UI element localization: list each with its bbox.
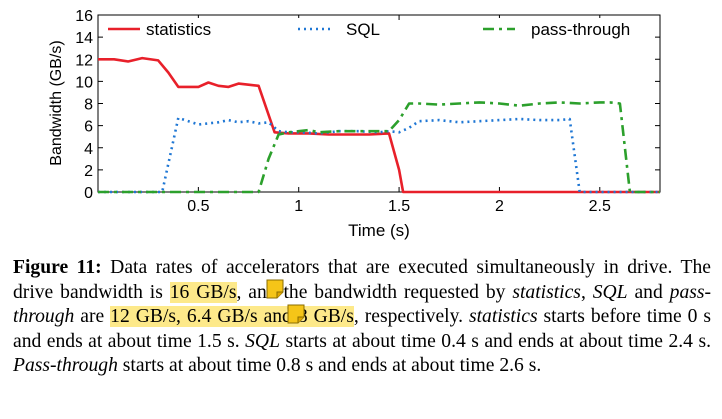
legend-label-statistics: statistics xyxy=(146,20,211,39)
y-tick-label: 4 xyxy=(84,141,93,158)
legend-background xyxy=(294,18,379,40)
y-tick-label: 16 xyxy=(75,8,93,25)
caption-text: , and the bandwidth requested by xyxy=(236,281,513,303)
caption-highlight-requested-bandwidth: 12 GB/s, 6.4 GB/s and 8 GB/s xyxy=(110,306,354,328)
caption-highlight-drive-bandwidth: 16 GB/s xyxy=(169,281,237,303)
y-tick-label: 10 xyxy=(75,74,93,91)
caption-emphasis: statistics xyxy=(512,281,581,303)
caption-emphasis: Pass-through xyxy=(13,355,118,377)
x-tick-label: 1.5 xyxy=(388,198,410,215)
y-axis-label: Bandwidth (GB/s) xyxy=(48,40,65,165)
series-line-statistics xyxy=(98,56,660,194)
caption-emphasis: statistics xyxy=(468,306,538,328)
y-tick-label: 12 xyxy=(75,52,93,69)
axis-ticks: 0 2 4 6 8 10 12 14 16 0.5 1 1.5 2 2.5 xyxy=(75,8,660,215)
series-line-SQL xyxy=(98,116,660,194)
caption-text: starts at about time 0.8 s and ends at a… xyxy=(117,355,542,377)
legend-background xyxy=(479,18,649,40)
caption-text: are xyxy=(74,306,111,328)
caption-text: , respectively. xyxy=(353,306,469,328)
legend-label-pass-through: pass-through xyxy=(531,20,630,39)
series-line-pass-through xyxy=(98,101,660,194)
figure-caption: Figure 11: Data rates of accelerators th… xyxy=(13,256,711,379)
caption-text: and xyxy=(627,281,670,303)
caption-text: starts before time 0 s and ends at about… xyxy=(13,306,712,352)
bandwidth-chart: 0 2 4 6 8 10 12 14 16 0.5 1 1.5 2 2.5 statistics SQL pa… xyxy=(48,8,661,240)
caption-emphasis: pass-through xyxy=(13,281,712,328)
x-tick-label: 2 xyxy=(495,198,504,215)
y-tick-label: 14 xyxy=(75,30,93,47)
legend: statistics SQL pass-through xyxy=(104,18,649,40)
caption-text: , xyxy=(580,281,593,303)
x-tick-label: 0.5 xyxy=(187,198,209,215)
y-tick-label: 6 xyxy=(84,119,93,136)
y-tick-label: 8 xyxy=(84,97,93,114)
y-tick-label: 0 xyxy=(84,185,93,202)
y-tick-label: 2 xyxy=(84,163,93,180)
caption-text: Data rates of accelerators that are exec… xyxy=(13,257,711,303)
legend-label-SQL: SQL xyxy=(346,20,380,39)
comment-note-icon[interactable] xyxy=(266,279,286,301)
legend-background xyxy=(104,18,245,40)
comment-note-icon[interactable] xyxy=(287,304,307,326)
caption-emphasis: SQL xyxy=(592,281,628,303)
x-tick-label: 1 xyxy=(294,198,303,215)
x-axis-label: Time (s) xyxy=(348,221,410,240)
caption-emphasis: SQL xyxy=(245,330,280,352)
series-lines xyxy=(98,56,660,194)
caption-text: starts at about time 0.4 s and ends at a… xyxy=(279,330,711,352)
caption-label: Figure 11: xyxy=(13,257,102,278)
x-tick-label: 2.5 xyxy=(589,198,611,215)
